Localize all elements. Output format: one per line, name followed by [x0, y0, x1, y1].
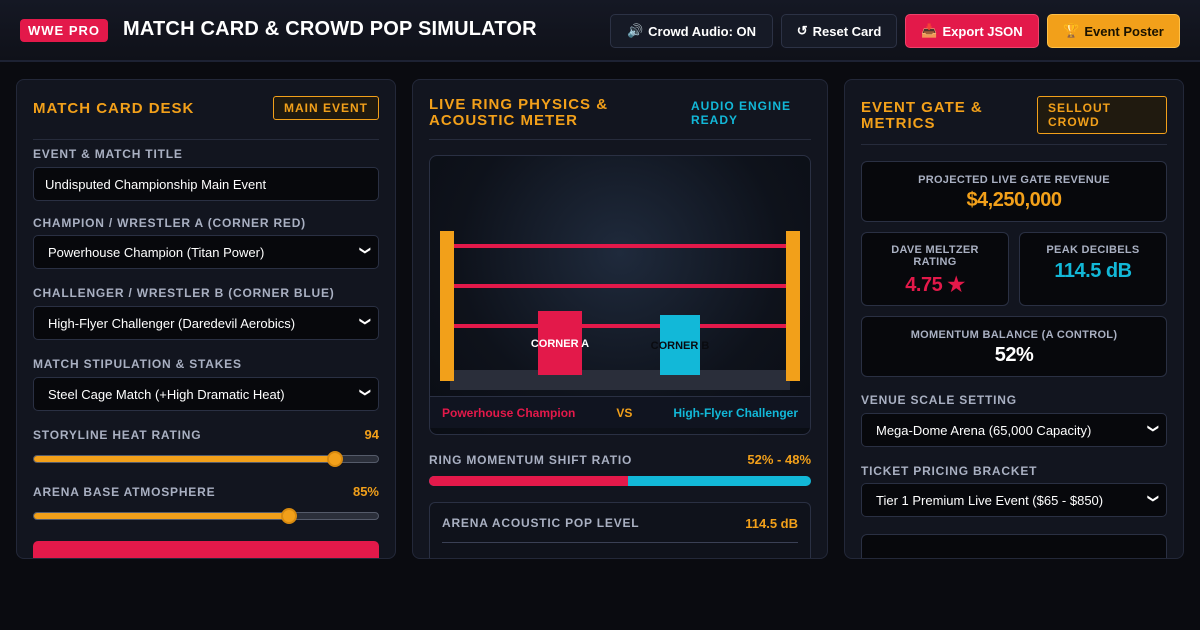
top-bar: WWE PRO MATCH CARD & CROWD POP SIMULATOR…	[0, 0, 1200, 62]
peak-decibels-value: 114.5 dB	[1054, 260, 1132, 282]
gate-revenue-label: PROJECTED LIVE GATE REVENUE	[918, 174, 1110, 186]
main-event-tag: MAIN EVENT	[272, 96, 379, 120]
chevron-down-icon: ❯	[358, 387, 371, 398]
slider-handle[interactable]	[327, 451, 343, 467]
reset-card-label: Reset Card	[812, 23, 882, 39]
arena-atmosphere-label: ARENA BASE ATMOSPHERE	[33, 485, 216, 499]
storyline-heat-label: STORYLINE HEAT RATING	[33, 428, 202, 442]
chevron-down-icon: ❯	[358, 316, 371, 327]
ring-rope-middle	[454, 284, 786, 288]
speaker-icon: 🔊	[626, 23, 644, 38]
meltzer-rating-label: DAVE MELTZER RATING	[891, 244, 979, 268]
gate-revenue-card: PROJECTED LIVE GATE REVENUE $4,250,000	[861, 161, 1167, 222]
peak-decibels-card: PEAK DECIBELS 114.5 dB	[1019, 232, 1167, 306]
crowd-audio-toggle-button[interactable]: 🔊 Crowd Audio: ON	[610, 14, 773, 48]
momentum-ratio-bar	[429, 476, 811, 486]
export-json-label: Export JSON	[942, 23, 1023, 39]
panel-header: EVENT GATE & METRICS SELLOUT CROWD	[861, 96, 1167, 145]
ring-post-left	[440, 231, 454, 381]
peak-decibels-label: PEAK DECIBELS	[1046, 244, 1140, 256]
panel-title: MATCH CARD DESK	[33, 100, 195, 117]
gate-revenue-value: $4,250,000	[966, 189, 1062, 211]
export-json-button[interactable]: 📥 Export JSON	[905, 14, 1039, 48]
ticket-pricing-select[interactable]: Tier 1 Premium Live Event ($65 - $850) ❯	[861, 483, 1167, 517]
simulate-button[interactable]	[33, 541, 379, 558]
app-title: MATCH CARD & CROWD POP SIMULATOR	[123, 18, 537, 40]
sellout-crowd-tag: SELLOUT CROWD	[1037, 96, 1167, 134]
wrestler-b-select[interactable]: High-Flyer Challenger (Daredevil Aerobic…	[33, 306, 379, 340]
chevron-down-icon: ❯	[358, 245, 371, 256]
ring-apron	[450, 370, 790, 390]
chevron-down-icon: ❯	[1146, 493, 1159, 504]
stipulation-label: MATCH STIPULATION & STAKES	[33, 357, 242, 371]
ring-rope-top	[454, 244, 786, 248]
ring-post-right	[786, 231, 800, 381]
stipulation-select[interactable]: Steel Cage Match (+High Dramatic Heat) ❯	[33, 377, 379, 411]
storyline-heat-value: 94	[364, 427, 379, 442]
momentum-ratio-value: 52% - 48%	[747, 452, 811, 467]
trophy-icon: 🏆	[1063, 23, 1080, 38]
match-card-desk-panel: MATCH CARD DESK MAIN EVENT EVENT & MATCH…	[16, 79, 396, 559]
slider-fill	[34, 513, 289, 519]
corner-a-wrestler	[538, 311, 582, 375]
wrestler-a-label: CHAMPION / WRESTLER A (CORNER RED)	[33, 216, 306, 230]
corner-a-label: CORNER A	[531, 338, 589, 350]
momentum-balance-label: MOMENTUM BALANCE (A CONTROL)	[910, 329, 1118, 341]
corner-b-wrestler	[660, 315, 700, 375]
brand-badge: WWE PRO	[20, 19, 108, 42]
wrestler-a-select[interactable]: Powerhouse Champion (Titan Power) ❯	[33, 235, 379, 269]
chevron-down-icon: ❯	[1146, 423, 1159, 434]
panel-title: EVENT GATE & METRICS	[861, 99, 983, 132]
event-title-value: Undisputed Championship Main Event	[45, 176, 267, 192]
corner-b-label: CORNER B	[651, 340, 710, 352]
audio-engine-status: AUDIO ENGINE READY	[691, 99, 792, 127]
momentum-ratio-label: RING MOMENTUM SHIFT RATIO	[429, 453, 633, 467]
momentum-balance-card: MOMENTUM BALANCE (A CONTROL) 52%	[861, 316, 1167, 377]
acoustic-pop-value: 114.5 dB	[745, 516, 798, 531]
ring-physics-panel: LIVE RING PHYSICS & ACOUSTIC METER AUDIO…	[412, 79, 828, 559]
panel-title: LIVE RING PHYSICS & ACOUSTIC METER	[429, 96, 609, 129]
stipulation-value: Steel Cage Match (+High Dramatic Heat)	[48, 386, 285, 402]
ring-canvas: CORNER A CORNER B	[440, 231, 800, 390]
ticket-pricing-label: TICKET PRICING BRACKET	[861, 464, 1038, 478]
panel-header: LIVE RING PHYSICS & ACOUSTIC METER	[429, 96, 811, 140]
panel-header: MATCH CARD DESK MAIN EVENT	[33, 96, 379, 140]
momentum-balance-value: 52%	[994, 344, 1034, 366]
matchup-bar: Powerhouse Champion VS High-Flyer Challe…	[430, 396, 810, 428]
wrestler-b-name: High-Flyer Challenger	[673, 405, 798, 420]
wrestler-b-value: High-Flyer Challenger (Daredevil Aerobic…	[48, 315, 296, 331]
ring-rope-bottom	[454, 324, 786, 328]
venue-scale-value: Mega-Dome Arena (65,000 Capacity)	[876, 422, 1092, 438]
versus-label: VS	[616, 405, 633, 420]
ticket-pricing-value: Tier 1 Premium Live Event ($65 - $850)	[876, 492, 1104, 508]
event-title-label: EVENT & MATCH TITLE	[33, 147, 183, 161]
wrestler-b-label: CHALLENGER / WRESTLER B (CORNER BLUE)	[33, 286, 335, 300]
reset-card-button[interactable]: ↺ Reset Card	[781, 14, 897, 48]
slider-handle[interactable]	[280, 508, 297, 524]
acoustic-meter: ARENA ACOUSTIC POP LEVEL 114.5 dB	[429, 502, 811, 558]
slider-fill	[34, 456, 335, 462]
inbox-tray-icon: 📥	[921, 23, 938, 38]
crowd-audio-label: Crowd Audio: ON	[648, 23, 757, 39]
acoustic-pop-label: ARENA ACOUSTIC POP LEVEL	[442, 516, 640, 530]
meltzer-rating-value: 4.75 ★	[905, 274, 965, 296]
event-title-input[interactable]: Undisputed Championship Main Event	[33, 167, 379, 201]
venue-scale-label: VENUE SCALE SETTING	[861, 393, 1017, 407]
meltzer-rating-card: DAVE MELTZER RATING 4.75 ★	[861, 232, 1009, 306]
event-poster-button[interactable]: 🏆 Event Poster	[1047, 14, 1180, 48]
reset-icon: ↺	[796, 23, 808, 38]
event-metrics-panel: EVENT GATE & METRICS SELLOUT CROWD PROJE…	[844, 79, 1184, 559]
extra-metric-card	[861, 534, 1167, 558]
arena-atmosphere-value: 85%	[352, 484, 379, 499]
arena-atmosphere-slider[interactable]	[33, 508, 379, 524]
ring-viewport: CORNER A CORNER B Powerhouse Champion VS…	[429, 155, 811, 435]
meter-divider	[442, 542, 798, 543]
wrestler-a-value: Powerhouse Champion (Titan Power)	[48, 244, 265, 260]
venue-scale-select[interactable]: Mega-Dome Arena (65,000 Capacity) ❯	[861, 413, 1167, 447]
storyline-heat-slider[interactable]	[33, 451, 379, 467]
wrestler-a-name: Powerhouse Champion	[442, 405, 576, 420]
momentum-ratio-a-fill	[429, 476, 628, 486]
event-poster-label: Event Poster	[1084, 23, 1164, 39]
